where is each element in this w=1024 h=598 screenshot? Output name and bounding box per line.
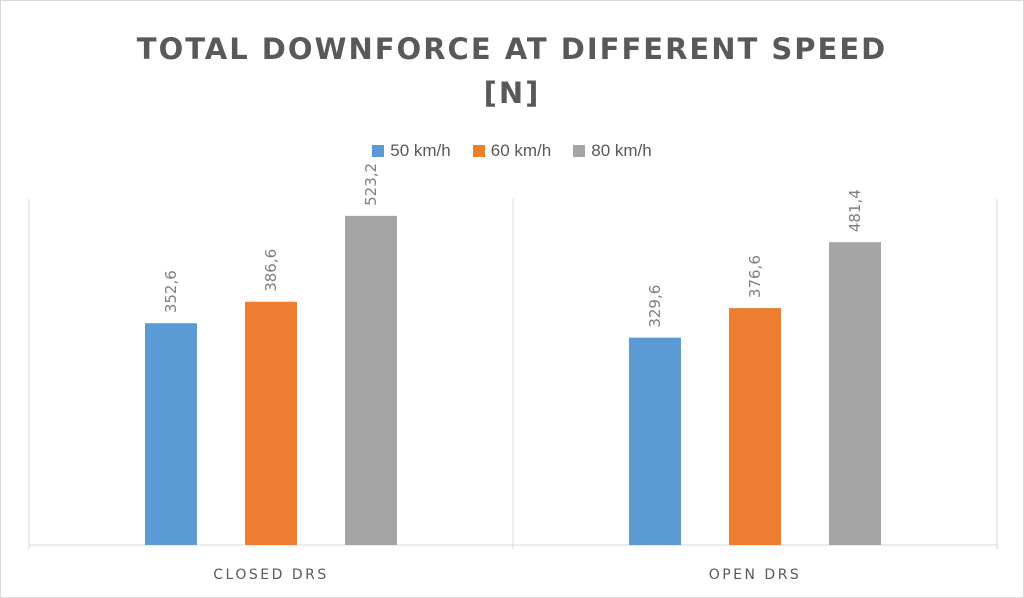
category-label: OPEN DRS bbox=[709, 567, 802, 583]
legend-label-50: 50 km/h bbox=[390, 141, 451, 160]
legend-swatch-80 bbox=[573, 145, 586, 157]
legend-swatch-50 bbox=[372, 145, 385, 157]
bar-value-label: 523,2 bbox=[362, 163, 380, 206]
legend-item-50: 50 km/h bbox=[372, 141, 451, 161]
category-label: CLOSED DRS bbox=[213, 567, 328, 583]
legend-swatch-60 bbox=[472, 145, 485, 157]
bar bbox=[729, 308, 781, 545]
bar-value-label: 481,4 bbox=[846, 189, 864, 232]
legend-item-60: 60 km/h bbox=[472, 141, 552, 161]
chart-title: TOTAL DOWNFORCE AT DIFFERENT SPEED [N] bbox=[136, 32, 888, 110]
bar bbox=[829, 242, 881, 545]
bar bbox=[245, 301, 297, 545]
bar bbox=[629, 337, 681, 545]
bar-value-label: 386,6 bbox=[262, 249, 280, 292]
bar-value-label: 352,6 bbox=[162, 270, 180, 313]
bar bbox=[345, 215, 397, 546]
bar bbox=[145, 323, 197, 545]
bar-value-label: 376,6 bbox=[746, 255, 764, 298]
legend-item-80: 80 km/h bbox=[573, 141, 652, 161]
legend: 50 km/h 60 km/h 80 km/h bbox=[1, 141, 1023, 161]
legend-label-60: 60 km/h bbox=[490, 141, 552, 160]
legend-label-80: 80 km/h bbox=[591, 141, 652, 160]
bar-value-label: 329,6 bbox=[646, 285, 664, 328]
